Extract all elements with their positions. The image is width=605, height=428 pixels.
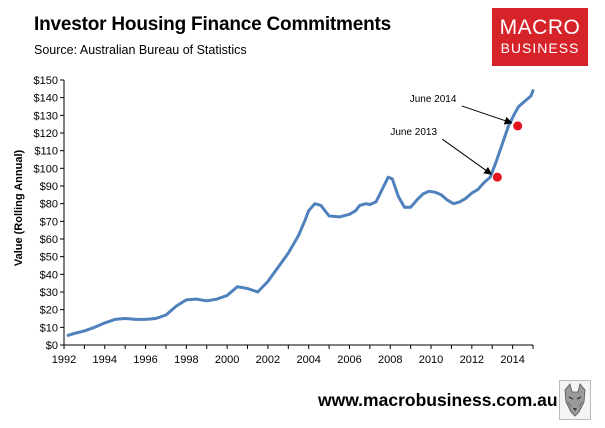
x-tick-label: 2014 xyxy=(500,354,524,366)
annotation-arrow xyxy=(442,138,493,175)
series-line xyxy=(66,89,535,337)
y-tick-label: $30 xyxy=(40,287,58,299)
x-tick-label: 1998 xyxy=(174,354,198,366)
y-tick-label: $110 xyxy=(34,146,58,158)
x-tick-label: 2006 xyxy=(337,354,361,366)
y-tick-label: $120 xyxy=(34,128,58,140)
y-tick-label: $20 xyxy=(40,305,58,317)
y-tick-label: $40 xyxy=(40,269,58,281)
x-tick-label: 1994 xyxy=(93,354,117,366)
annotation-arrow xyxy=(461,105,513,125)
x-axis-ticks: 1992 1994 1996 1998 2000 2002 2004 2006 2008 2010… xyxy=(52,345,534,366)
chart-subtitle: Source: Australian Bureau of Statistics xyxy=(34,43,247,57)
wolf-icon xyxy=(559,380,591,420)
chart-axes xyxy=(63,80,533,346)
x-tick-label: 2012 xyxy=(460,354,484,366)
annotations-layer: June 2013 June 2014 xyxy=(390,94,523,182)
website-url: www.macrobusiness.com.au xyxy=(318,390,558,410)
x-tick-label: 2008 xyxy=(378,354,402,366)
logo-line-2: BUSINESS xyxy=(500,40,580,56)
x-tick-label: 2004 xyxy=(296,354,320,366)
y-tick-label: $150 xyxy=(34,75,58,87)
annotation-marker xyxy=(513,121,523,131)
y-tick-label: $130 xyxy=(34,110,58,122)
x-tick-label: 2002 xyxy=(256,354,280,366)
logo-line-1: MACRO xyxy=(499,16,581,39)
macrobusiness-logo: MACRO BUSINESS xyxy=(492,8,588,66)
y-tick-label: $140 xyxy=(34,93,58,105)
y-tick-label: $0 xyxy=(46,340,58,352)
annotation-marker xyxy=(492,172,502,182)
x-tick-label: 2000 xyxy=(215,354,239,366)
y-tick-label: $50 xyxy=(40,252,58,264)
y-tick-label: $60 xyxy=(40,234,58,246)
x-tick-label: 2010 xyxy=(419,354,443,366)
y-tick-label: $10 xyxy=(40,322,58,334)
x-tick-label: 1992 xyxy=(52,354,76,366)
x-tick-label: 1996 xyxy=(133,354,157,366)
series-layer xyxy=(66,89,535,337)
y-tick-label: $90 xyxy=(40,181,58,193)
y-tick-label: $70 xyxy=(40,216,58,228)
annotation-label: June 2013 xyxy=(390,127,437,138)
y-tick-label: $80 xyxy=(40,199,58,211)
y-axis-label: Value (Rolling Annual) xyxy=(13,150,25,267)
y-axis-ticks: $0 $10 $20 $30 $40 $50 $60 $70 $80 $90 $100 $110 $12… xyxy=(34,75,64,352)
annotation-label: June 2014 xyxy=(410,94,457,105)
chart-title: Investor Housing Finance Commitments xyxy=(34,14,392,35)
y-tick-label: $100 xyxy=(34,163,58,175)
